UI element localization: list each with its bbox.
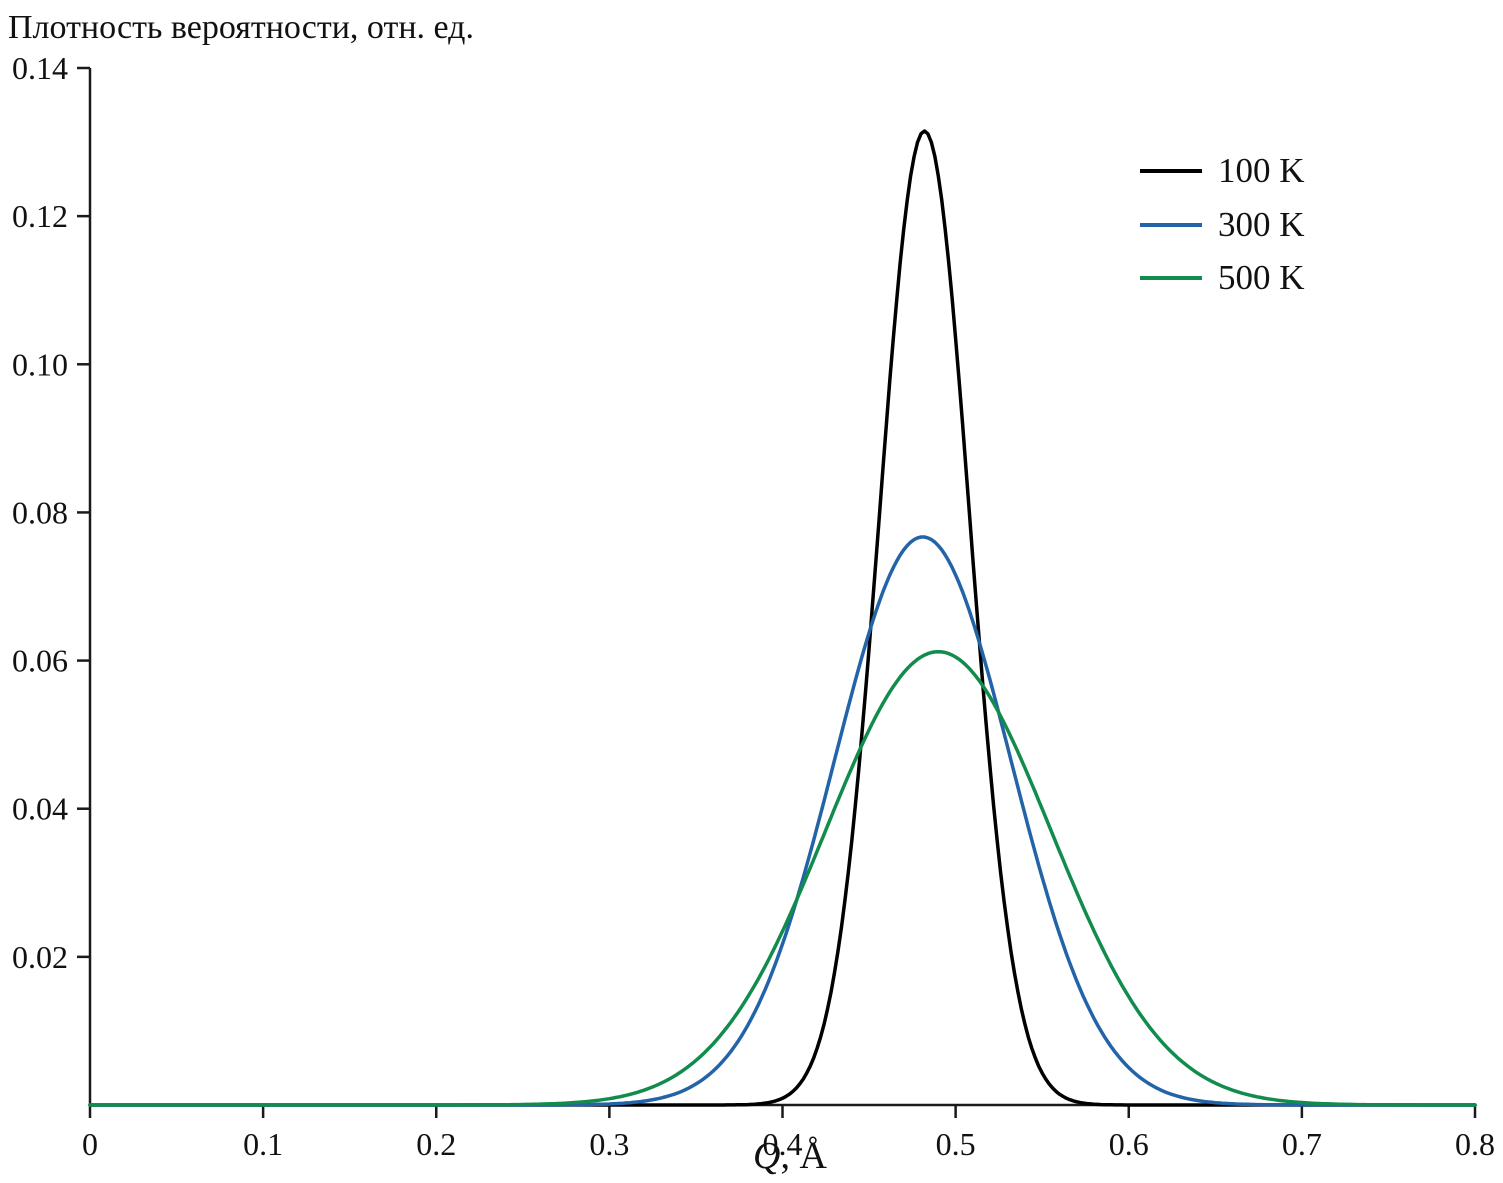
y-tick-label: 0.12 xyxy=(12,198,68,234)
series-line-500-k xyxy=(88,649,1477,1107)
y-axis-title: Плотность вероятности, отн. ед. xyxy=(8,9,474,46)
x-tick-label: 0.7 xyxy=(1282,1126,1322,1162)
x-tick-label: 0.6 xyxy=(1109,1126,1149,1162)
x-tick-label: 0.1 xyxy=(243,1126,283,1162)
y-tick-label: 0.06 xyxy=(12,643,68,679)
legend-item-label: 100 K xyxy=(1218,151,1305,190)
x-tick-label: 0.8 xyxy=(1455,1126,1495,1162)
x-tick-label: 0.5 xyxy=(936,1126,976,1162)
legend-item: 100 K xyxy=(1140,151,1305,191)
y-tick-label: 0.04 xyxy=(12,791,68,827)
legend-line-swatch xyxy=(1140,222,1202,227)
legend-item-label: 500 K xyxy=(1218,258,1305,297)
x-axis-label-unit: , Å xyxy=(780,1135,827,1177)
x-axis-label: Q, Å xyxy=(753,1134,827,1178)
x-tick-label: 0.3 xyxy=(589,1126,629,1162)
legend: 100 K 300 K 500 K xyxy=(1140,151,1305,298)
legend-line-swatch xyxy=(1140,169,1202,174)
y-tick-label: 0.02 xyxy=(12,939,68,975)
legend-item-label: 300 K xyxy=(1218,204,1305,244)
y-tick-label: 0.08 xyxy=(12,494,68,530)
x-tick-label: 0.4 xyxy=(763,1126,803,1162)
y-tick-label: 0.14 xyxy=(12,50,68,86)
y-tick-label: 0.10 xyxy=(12,346,68,382)
legend-item: 300 K xyxy=(1140,204,1305,245)
x-axis-label-variable: Q xyxy=(753,1135,781,1177)
legend-item: 500 K xyxy=(1140,258,1305,298)
x-tick-label: 0 xyxy=(82,1126,98,1162)
x-tick-label: 0.2 xyxy=(416,1126,456,1162)
legend-line-swatch xyxy=(1140,276,1202,281)
series-line-300-k xyxy=(88,535,1477,1107)
